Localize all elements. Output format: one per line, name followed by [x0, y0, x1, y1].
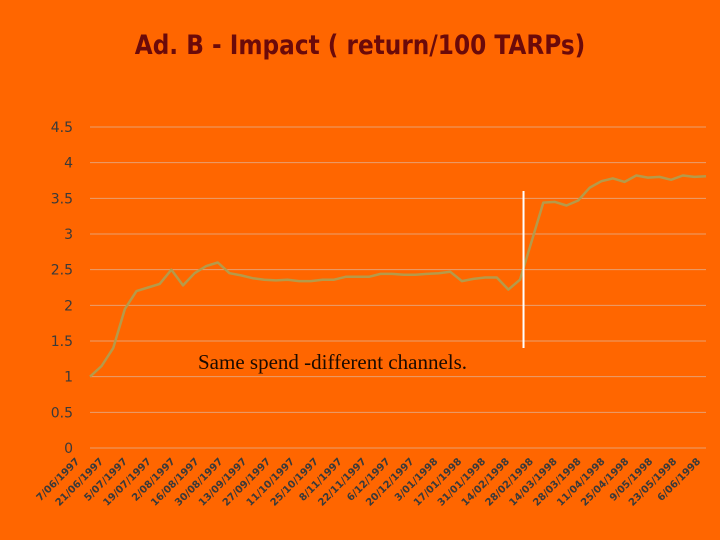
y-tick-label: 4.5 — [51, 120, 73, 136]
y-tick-label: 3.5 — [51, 191, 73, 207]
series-line — [89, 174, 707, 378]
y-tick-label: 0 — [64, 441, 73, 457]
series-line-group — [89, 174, 707, 378]
y-tick-label: 1.5 — [51, 334, 73, 350]
gridlines — [90, 126, 706, 449]
slide-title: Ad. B - Impact ( return/100 TARPs) — [134, 30, 586, 61]
y-tick-label: 1 — [64, 370, 73, 386]
annotation-text: Same spend -different channels. — [198, 350, 468, 374]
x-axis-ticks: 7/06/199721/06/19975/07/199719/07/19972/… — [35, 456, 703, 508]
y-tick-label: 4 — [64, 156, 73, 172]
y-axis-ticks: 4.5 4 3.5 3 2.5 2 1.5 1 0.5 0 — [51, 120, 73, 457]
y-tick-label: 3 — [64, 227, 73, 243]
y-tick-label: 2.5 — [51, 263, 73, 279]
y-tick-label: 2 — [64, 298, 73, 314]
y-tick-label: 0.5 — [51, 405, 73, 421]
